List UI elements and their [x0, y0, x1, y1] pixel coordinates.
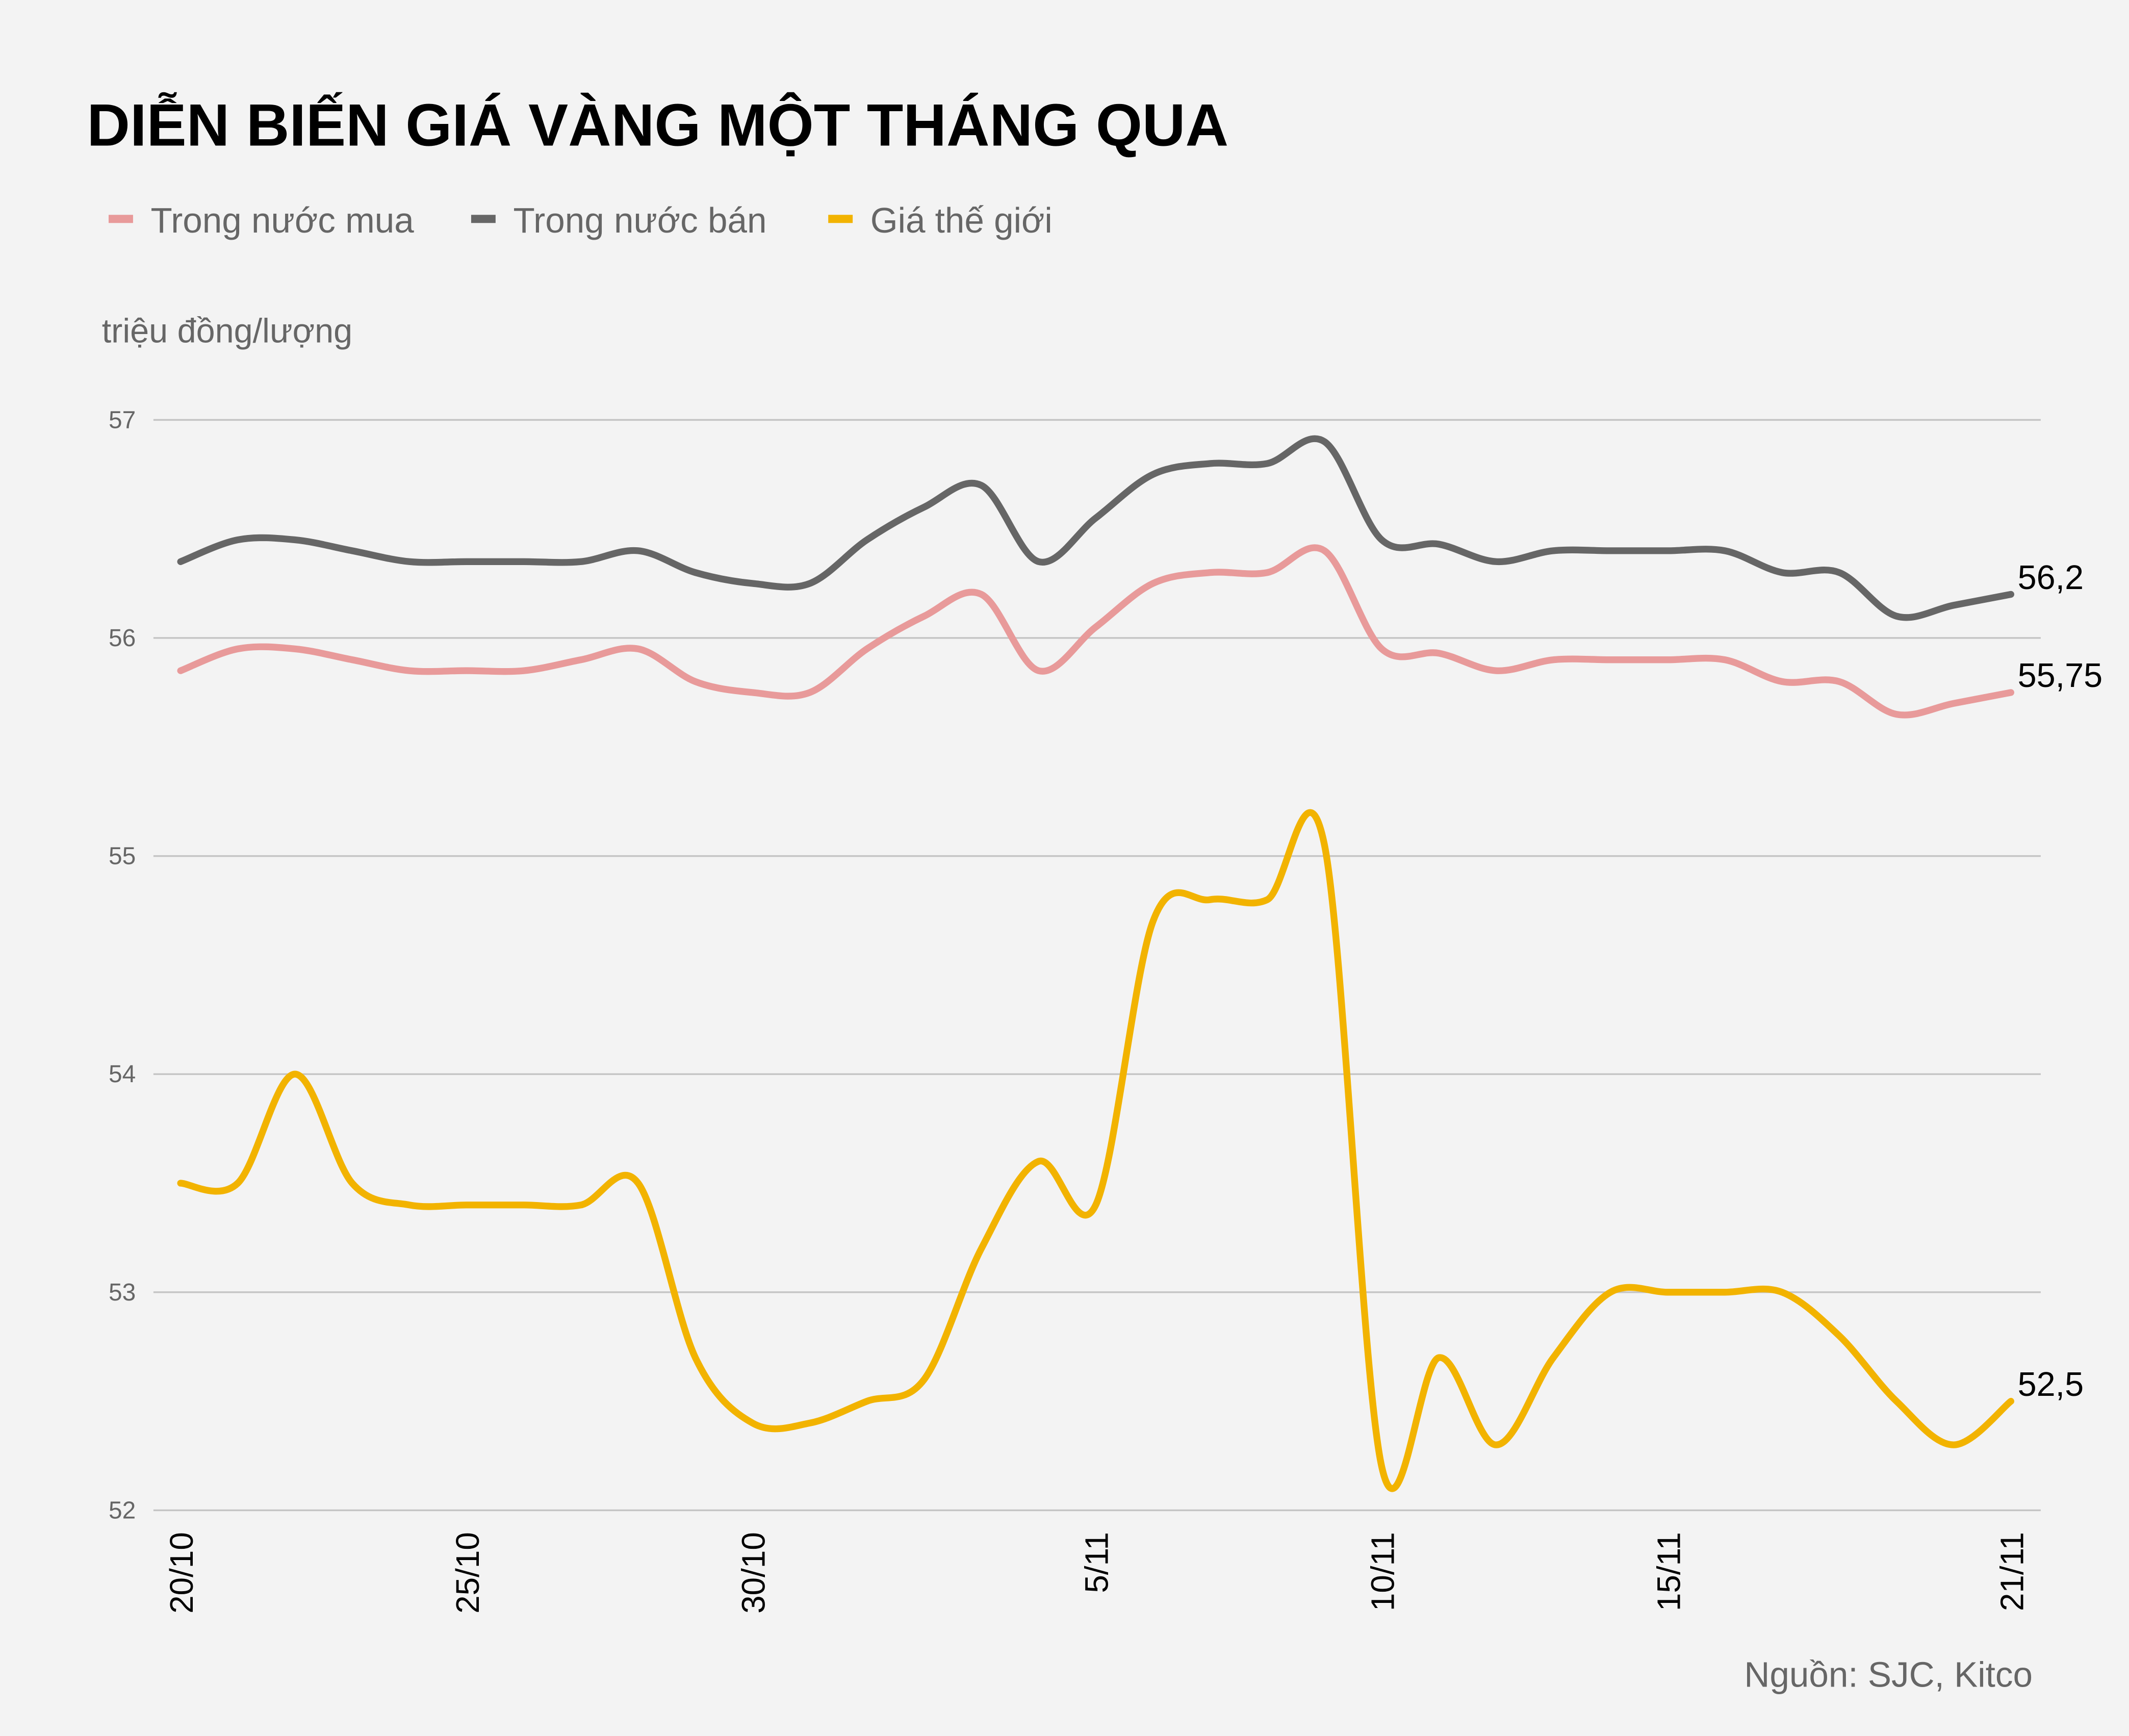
series-lines [177, 435, 2015, 1492]
y-tick-label: 56 [109, 625, 136, 652]
y-tick-label: 57 [109, 406, 136, 433]
legend-label: Trong nước mua [151, 200, 415, 240]
series-line-2 [177, 435, 2015, 621]
x-tick-label: 30/10 [735, 1532, 772, 1614]
legend-label: Giá thế giới [870, 200, 1053, 240]
series-line-1 [177, 544, 2015, 719]
y-axis-ticks: 52 53 54 55 56 57 [109, 406, 136, 1524]
legend-label: Trong nước bán [513, 200, 766, 240]
y-tick-label: 55 [109, 843, 136, 870]
end-value-label: 56,2 [2018, 559, 2084, 597]
x-axis-ticks: 20/10 25/10 30/10 5/11 10/11 15/11 21/11 [163, 1532, 2030, 1614]
end-value-label: 55,75 [2018, 657, 2103, 695]
x-tick-label: 20/10 [163, 1532, 200, 1614]
gridlines [153, 419, 2041, 1512]
y-tick-label: 54 [109, 1061, 136, 1088]
x-tick-label: 25/10 [449, 1532, 486, 1614]
end-labels: 55,75 56,2 52,5 [2018, 559, 2103, 1403]
chart-title: DIỄN BIẾN GIÁ VÀNG MỘT THÁNG QUA [87, 91, 1228, 158]
series-line-3 [177, 809, 2015, 1492]
x-tick-label: 5/11 [1079, 1532, 1115, 1593]
x-tick-label: 10/11 [1365, 1532, 1401, 1611]
legend: Trong nước mua Trong nước bán Giá thế giới [109, 200, 1053, 240]
source-note: Nguồn: SJC, Kitco [1744, 1655, 2033, 1695]
y-axis-unit: triệu đồng/lượng [102, 313, 352, 350]
y-tick-label: 52 [109, 1497, 136, 1524]
y-tick-label: 53 [109, 1279, 136, 1306]
x-tick-label: 21/11 [1993, 1532, 2030, 1611]
end-value-label: 52,5 [2018, 1366, 2084, 1403]
x-tick-label: 15/11 [1650, 1532, 1687, 1611]
